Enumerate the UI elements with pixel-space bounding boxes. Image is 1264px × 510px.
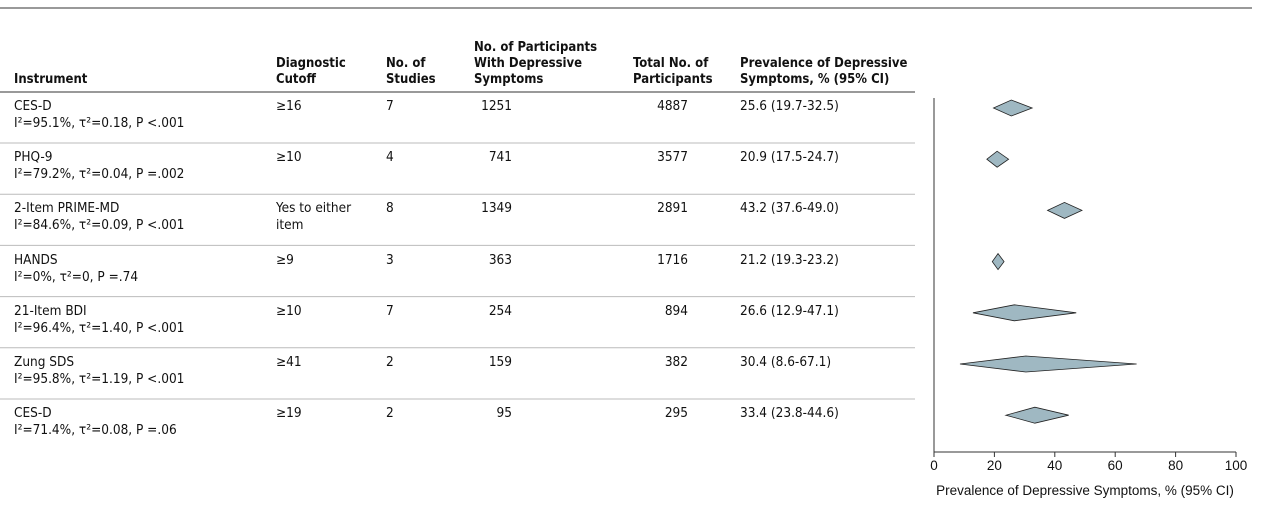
heterogeneity: I²=79.2%, τ²=0.04, P =.002 bbox=[14, 166, 185, 183]
column-header: Total No. of Participants bbox=[633, 56, 713, 87]
prevalence: 26.6 (12.9-47.1) bbox=[740, 302, 839, 319]
total: 2891 bbox=[657, 200, 688, 217]
instrument: PHQ-9 bbox=[14, 149, 53, 166]
total: 4887 bbox=[657, 98, 688, 114]
studies: 7 bbox=[386, 98, 394, 114]
prevalence: 33.4 (23.8-44.6) bbox=[740, 405, 839, 422]
heterogeneity: I²=84.6%, τ²=0.09, P <.001 bbox=[14, 217, 185, 234]
instrument: 2-Item PRIME-MD bbox=[14, 200, 120, 217]
cutoff: ≥16 bbox=[276, 98, 302, 114]
cutoff: ≥41 bbox=[276, 354, 302, 370]
column-header: Prevalence of Depressive Symptoms, % (95… bbox=[740, 56, 908, 87]
cutoff: ≥9 bbox=[276, 251, 294, 268]
with-symptoms: 1251 bbox=[481, 98, 512, 114]
instrument: Zung SDS bbox=[14, 354, 75, 370]
studies: 3 bbox=[386, 251, 394, 268]
x-tick-label: 60 bbox=[1108, 458, 1123, 473]
x-tick-label: 40 bbox=[1047, 458, 1062, 473]
studies: 2 bbox=[386, 405, 394, 422]
with-symptoms: 363 bbox=[488, 251, 512, 268]
diamond bbox=[972, 304, 1077, 322]
total: 894 bbox=[664, 302, 688, 319]
instrument: CES-D bbox=[14, 405, 52, 422]
cutoff: ≥19 bbox=[276, 405, 302, 422]
column-header: Diagnostic Cutoff bbox=[276, 56, 346, 87]
total: 1716 bbox=[657, 251, 688, 268]
heterogeneity: I²=71.4%, τ²=0.08, P =.06 bbox=[14, 422, 177, 439]
x-tick-label: 20 bbox=[987, 458, 1002, 473]
prevalence: 20.9 (17.5-24.7) bbox=[740, 149, 839, 166]
with-symptoms: 741 bbox=[488, 149, 512, 166]
heterogeneity: I²=96.4%, τ²=1.40, P <.001 bbox=[14, 319, 185, 336]
cutoff: Yes to either item bbox=[276, 200, 352, 234]
instrument: HANDS bbox=[14, 251, 58, 268]
diamond bbox=[1046, 201, 1083, 219]
prevalence: 30.4 (8.6-67.1) bbox=[740, 354, 832, 370]
heterogeneity: I²=0%, τ²=0, P =.74 bbox=[14, 268, 139, 285]
prevalence: 25.6 (19.7-32.5) bbox=[740, 98, 839, 114]
column-header: Instrument bbox=[14, 72, 88, 87]
studies: 8 bbox=[386, 200, 394, 217]
with-symptoms: 1349 bbox=[481, 200, 512, 217]
column-header: No. of Participants With Depressive Symp… bbox=[474, 40, 598, 87]
heterogeneity: I²=95.8%, τ²=1.19, P <.001 bbox=[14, 371, 185, 387]
total: 3577 bbox=[657, 149, 688, 166]
studies: 7 bbox=[386, 302, 394, 319]
prevalence: 43.2 (37.6-49.0) bbox=[740, 200, 839, 217]
with-symptoms: 159 bbox=[488, 354, 512, 370]
heterogeneity: I²=95.1%, τ²=0.18, P <.001 bbox=[14, 115, 185, 131]
x-tick-label: 80 bbox=[1168, 458, 1183, 473]
total: 295 bbox=[664, 405, 688, 422]
studies: 2 bbox=[386, 354, 394, 370]
cutoff: ≥10 bbox=[276, 302, 302, 319]
prevalence: 21.2 (19.3-23.2) bbox=[740, 251, 839, 268]
diamond bbox=[1004, 406, 1069, 424]
x-tick-label: 0 bbox=[930, 458, 938, 473]
studies: 4 bbox=[386, 149, 394, 166]
instrument: CES-D bbox=[14, 98, 52, 114]
with-symptoms: 254 bbox=[488, 302, 512, 319]
diamond bbox=[991, 252, 1005, 271]
column-header: No. of Studies bbox=[386, 56, 436, 87]
x-tick-label: 100 bbox=[1225, 458, 1248, 473]
with-symptoms: 95 bbox=[496, 405, 512, 422]
instrument: 21-Item BDI bbox=[14, 302, 87, 319]
x-axis-label: Prevalence of Depressive Symptoms, % (95… bbox=[936, 483, 1234, 498]
total: 382 bbox=[664, 354, 688, 370]
diamond bbox=[992, 99, 1034, 117]
diamond bbox=[959, 355, 1137, 373]
cutoff: ≥10 bbox=[276, 149, 302, 166]
diamond bbox=[986, 150, 1010, 168]
